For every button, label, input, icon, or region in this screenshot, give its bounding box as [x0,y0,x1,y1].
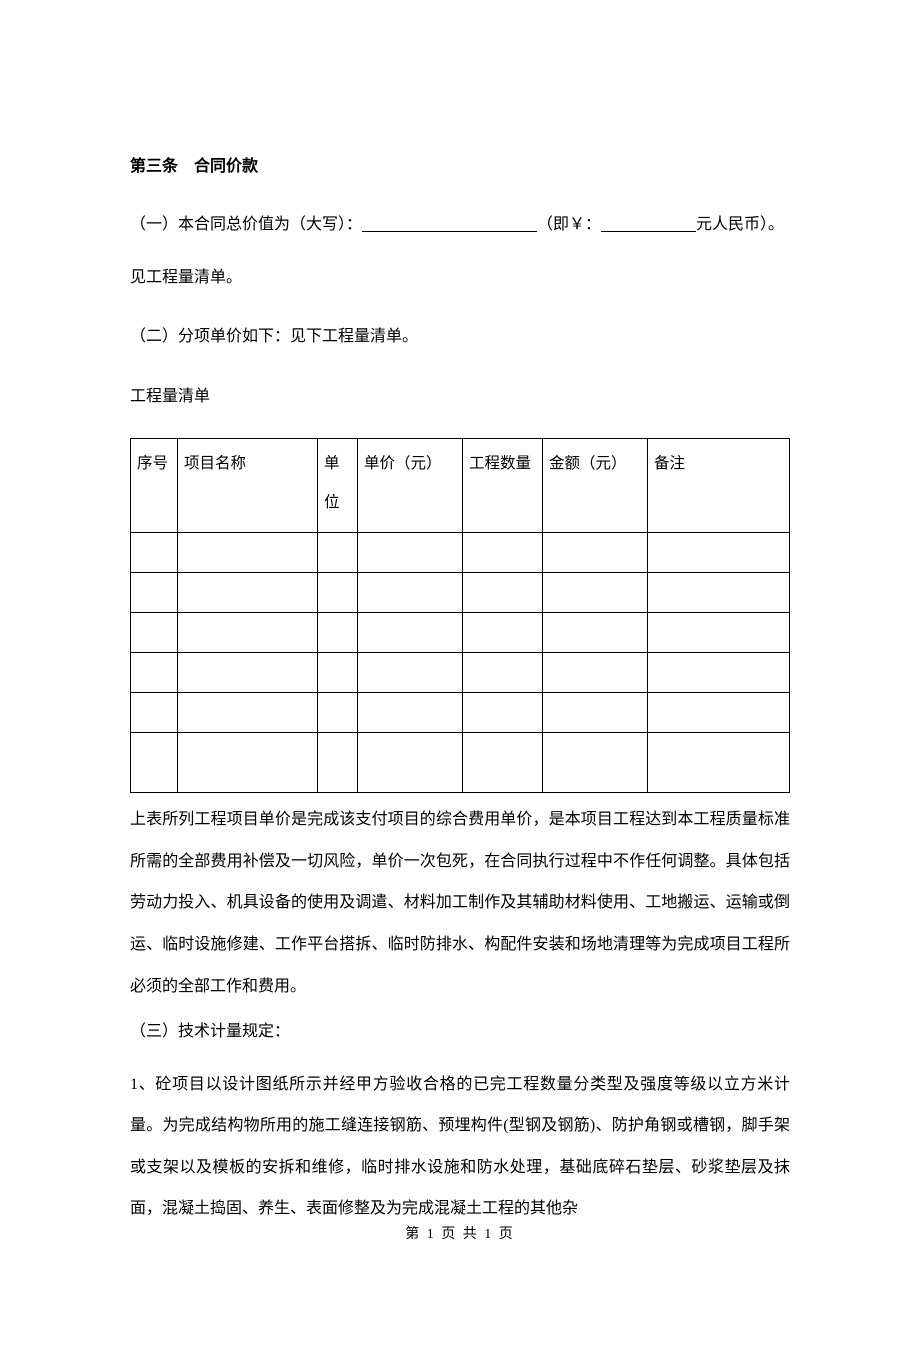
table-row [131,733,790,793]
table-row [131,533,790,573]
table-title: 工程量清单 [130,379,790,414]
th-remark: 备注 [648,438,790,533]
table-row [131,653,790,693]
th-name: 项目名称 [178,438,318,533]
table-row [131,613,790,653]
section-3-title: （三）技术计量规定： [130,1013,790,1051]
section-1-line2: 见工程量清单。 [130,260,790,295]
th-unit: 单位 [318,438,358,533]
section-1-suffix: 元人民币）。 [696,216,784,233]
table-row [131,573,790,613]
blank-amount-num [601,231,696,232]
th-price: 单价（元） [358,438,463,533]
article-title: 第三条 合同价款 [130,155,790,179]
quantity-table: 序号 项目名称 单位 单价（元） 工程数量 金额（元） 备注 [130,438,790,794]
th-qty: 工程数量 [463,438,543,533]
th-seq: 序号 [131,438,178,533]
page-footer: 第 1 页 共 1 页 [0,1224,920,1245]
section-2: （二）分项单价如下：见下工程量清单。 [130,319,790,354]
table-header-row: 序号 项目名称 单位 单价（元） 工程数量 金额（元） 备注 [131,438,790,533]
section-1-prefix: （一）本合同总价值为（大写）： [130,216,362,233]
blank-amount-cn [362,231,537,232]
section-3-item-1: 1、砼项目以设计图纸所示并经甲方验收合格的已完工程数量分类型及强度等级以立方米计… [130,1064,790,1230]
table-row [131,693,790,733]
section-1-line1: （一）本合同总价值为（大写）： （即￥： 元人民币）。 [130,207,790,242]
th-amount: 金额（元） [543,438,648,533]
after-table-paragraph: 上表所列工程项目单价是完成该支付项目的综合费用单价，是本项目工程达到本工程质量标… [130,799,790,1007]
section-1-mid: （即￥： [537,216,601,233]
